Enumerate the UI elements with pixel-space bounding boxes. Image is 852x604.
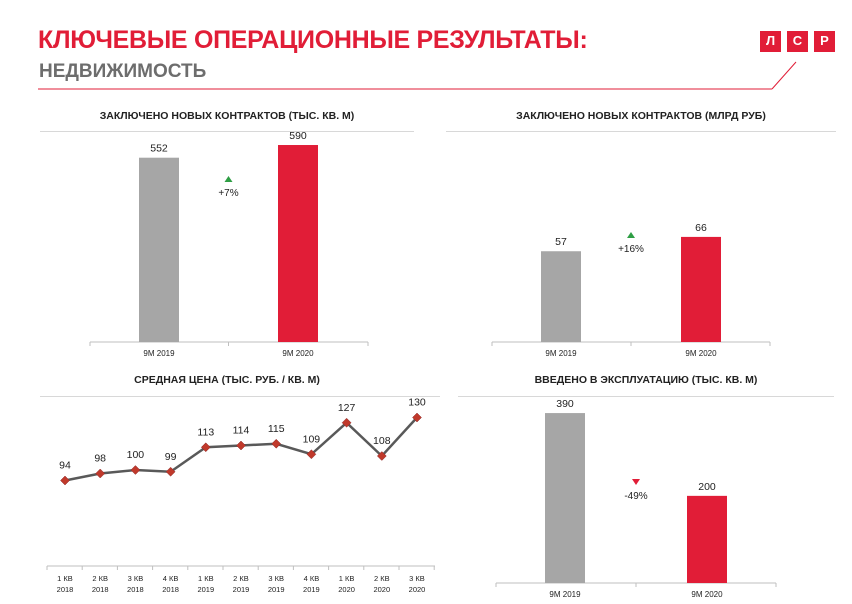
chart-title: ВВЕДЕНО В ЭКСПЛУАТАЦИЮ (ТЫС. КВ. М) <box>534 374 758 386</box>
chart-title: СРЕДНАЯ ЦЕНА (ТЫС. РУБ. / КВ. М) <box>134 374 320 386</box>
data-label: 99 <box>165 451 177 463</box>
data-label: 115 <box>268 423 285 435</box>
data-point <box>341 417 352 428</box>
company-logo: Л С Р <box>760 31 835 52</box>
x-tick-label: 9М 2019 <box>143 349 175 358</box>
data-point <box>306 449 317 460</box>
data-point <box>95 468 106 479</box>
data-label: 113 <box>197 426 214 438</box>
arrow-up-icon <box>224 176 233 182</box>
x-tick-label: 2020 <box>338 585 355 594</box>
change-label: +7% <box>218 188 238 199</box>
x-tick-label: 9М 2020 <box>685 349 717 358</box>
x-tick-label: 2018 <box>162 585 179 594</box>
chart-title: ЗАКЛЮЧЕНО НОВЫХ КОНТРАКТОВ (МЛРД РУБ) <box>516 110 766 122</box>
arrow-up-icon <box>627 232 635 238</box>
contracts-value-bar-chart: 57 9М 2019 66 9М 2020 +16% <box>491 222 771 358</box>
page-subtitle: НЕДВИЖИМОСТЬ <box>39 61 207 82</box>
page-title: КЛЮЧЕВЫЕ ОПЕРАЦИОННЫЕ РЕЗУЛЬТАТЫ: <box>38 26 588 54</box>
header-accent-line <box>38 61 797 90</box>
data-point <box>271 438 282 449</box>
bar <box>139 157 179 342</box>
x-tick-label: 2019 <box>268 585 285 594</box>
data-point <box>200 442 211 453</box>
data-label: 108 <box>373 435 391 447</box>
chart-title: ЗАКЛЮЧЕНО НОВЫХ КОНТРАКТОВ (ТЫС. КВ. М) <box>99 110 355 122</box>
data-point <box>165 466 176 477</box>
logo-letter: Р <box>814 31 835 52</box>
commissioned-bar-chart: 390 9М 2019 200 9М 2020 -49% <box>495 398 777 599</box>
average-price-line-chart: 94 1 КВ 2018 98 2 КВ 2018 100 3 КВ 2018 99 4 КВ 201… <box>46 397 435 594</box>
x-tick-label: 1 КВ <box>198 574 214 583</box>
x-tick-label: 3 КВ <box>128 574 144 583</box>
x-tick-label: 3 КВ <box>409 574 425 583</box>
panel-divider <box>40 396 440 397</box>
data-point <box>236 440 246 451</box>
panel-divider <box>446 131 836 132</box>
x-tick-label: 2020 <box>409 585 426 594</box>
bar <box>278 145 318 342</box>
data-label: 127 <box>338 402 356 414</box>
bar <box>681 236 721 342</box>
data-label: 114 <box>233 425 250 437</box>
data-point <box>412 412 422 423</box>
x-tick-label: 2018 <box>92 585 109 594</box>
x-tick-label: 2019 <box>233 585 250 594</box>
data-label: 200 <box>698 481 716 493</box>
x-tick-label: 2019 <box>303 585 320 594</box>
panel-divider <box>40 131 414 132</box>
x-tick-label: 2020 <box>373 585 390 594</box>
logo-letter: С <box>787 31 808 52</box>
data-point <box>376 451 387 461</box>
x-tick-label: 9М 2019 <box>549 590 581 599</box>
x-tick-label: 2 КВ <box>92 574 108 583</box>
x-tick-label: 2019 <box>197 585 214 594</box>
data-label: 390 <box>556 398 574 410</box>
change-label: +16% <box>618 244 644 255</box>
change-label: -49% <box>624 491 647 502</box>
logo-letter: Л <box>760 31 781 52</box>
x-tick-label: 2 КВ <box>233 574 249 583</box>
data-label: 98 <box>94 453 106 465</box>
data-label: 94 <box>59 460 71 472</box>
x-tick-label: 2 КВ <box>374 574 390 583</box>
bar <box>541 251 581 342</box>
x-tick-label: 4 КВ <box>163 574 179 583</box>
bar <box>687 495 727 583</box>
data-label: 590 <box>289 130 307 142</box>
x-tick-label: 1 КВ <box>339 574 355 583</box>
x-tick-label: 4 КВ <box>304 574 320 583</box>
data-label: 100 <box>127 449 145 461</box>
x-tick-label: 1 КВ <box>57 574 73 583</box>
x-tick-label: 9М 2019 <box>545 349 577 358</box>
bar <box>545 413 585 583</box>
data-point <box>60 475 70 486</box>
data-label: 552 <box>150 143 168 155</box>
data-label: 57 <box>555 236 567 248</box>
x-tick-label: 2018 <box>127 585 144 594</box>
panel-divider <box>458 396 834 397</box>
x-tick-label: 9М 2020 <box>691 590 723 599</box>
x-tick-label: 2018 <box>57 585 74 594</box>
contracts-area-bar-chart: 552 9М 2019 590 9М 2020 +7% <box>89 130 369 358</box>
data-label: 109 <box>303 433 321 445</box>
data-label: 130 <box>408 397 426 409</box>
data-point <box>130 465 141 475</box>
arrow-down-icon <box>632 479 640 485</box>
x-tick-label: 9М 2020 <box>282 349 314 358</box>
data-label: 66 <box>695 222 707 234</box>
x-tick-label: 3 КВ <box>268 574 284 583</box>
